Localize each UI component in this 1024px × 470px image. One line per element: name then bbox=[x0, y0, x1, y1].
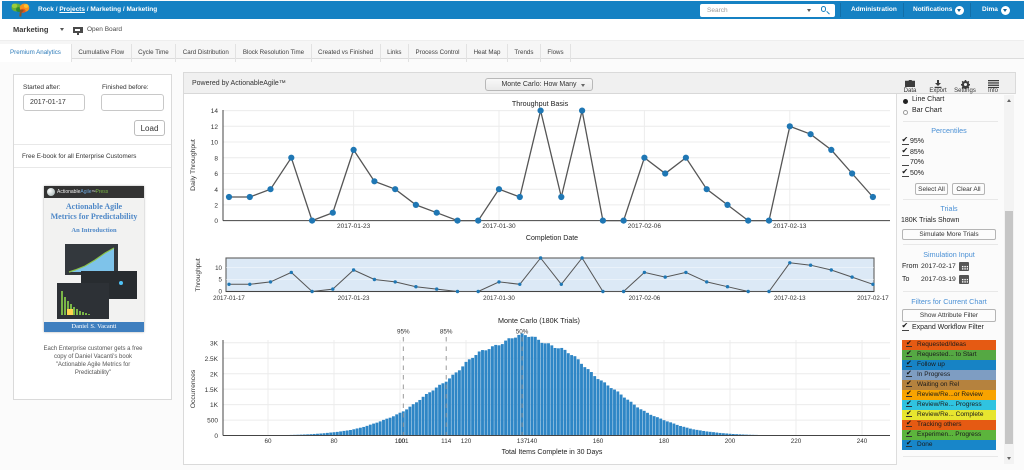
svg-text:220: 220 bbox=[791, 438, 802, 445]
svg-text:Throughput: Throughput bbox=[195, 258, 202, 291]
svg-text:Daily Throughput: Daily Throughput bbox=[190, 139, 197, 191]
svg-text:80: 80 bbox=[330, 438, 338, 445]
svg-text:240: 240 bbox=[857, 438, 868, 445]
svg-text:120: 120 bbox=[461, 438, 472, 445]
svg-text:500: 500 bbox=[207, 418, 218, 425]
svg-text:0: 0 bbox=[214, 433, 218, 440]
svg-text:4: 4 bbox=[214, 187, 218, 194]
svg-text:12: 12 bbox=[211, 124, 219, 131]
svg-text:160: 160 bbox=[593, 438, 604, 445]
svg-text:200: 200 bbox=[725, 438, 736, 445]
svg-text:2017-02-13: 2017-02-13 bbox=[773, 223, 807, 230]
svg-text:10: 10 bbox=[215, 265, 222, 272]
svg-text:2017-01-30: 2017-01-30 bbox=[482, 223, 516, 230]
svg-text:2.5K: 2.5K bbox=[205, 356, 219, 363]
svg-text:180: 180 bbox=[659, 438, 670, 445]
svg-text:2017-02-17: 2017-02-17 bbox=[857, 295, 889, 302]
svg-text:10: 10 bbox=[211, 140, 219, 147]
svg-text:Monte Carlo (180K Trials): Monte Carlo (180K Trials) bbox=[498, 316, 580, 325]
svg-text:Occurrences: Occurrences bbox=[190, 369, 197, 408]
svg-text:0: 0 bbox=[219, 289, 223, 296]
svg-text:2017-02-06: 2017-02-06 bbox=[628, 223, 662, 230]
svg-text:1K: 1K bbox=[210, 402, 219, 409]
svg-text:3K: 3K bbox=[210, 340, 219, 347]
svg-text:140: 140 bbox=[527, 438, 538, 445]
svg-text:Total Items Complete in 30 Day: Total Items Complete in 30 Days bbox=[502, 449, 603, 456]
svg-text:50%: 50% bbox=[516, 329, 529, 336]
svg-text:95%: 95% bbox=[397, 329, 410, 336]
svg-text:137: 137 bbox=[517, 438, 528, 445]
svg-text:2K: 2K bbox=[210, 371, 219, 378]
svg-text:2017-01-23: 2017-01-23 bbox=[337, 223, 371, 230]
svg-text:100: 100 bbox=[395, 438, 406, 445]
svg-text:85%: 85% bbox=[440, 329, 453, 336]
svg-text:8: 8 bbox=[214, 155, 218, 162]
svg-text:114: 114 bbox=[441, 438, 452, 445]
svg-text:Completion Date: Completion Date bbox=[526, 235, 578, 242]
svg-text:6: 6 bbox=[214, 171, 218, 178]
svg-text:2017-01-23: 2017-01-23 bbox=[338, 295, 370, 302]
svg-text:101: 101 bbox=[398, 438, 409, 445]
svg-text:60: 60 bbox=[264, 438, 272, 445]
svg-text:2017-01-30: 2017-01-30 bbox=[483, 295, 515, 302]
svg-text:14: 14 bbox=[211, 108, 219, 115]
svg-text:1.5K: 1.5K bbox=[205, 387, 219, 394]
svg-text:0: 0 bbox=[214, 218, 218, 225]
svg-text:Throughput Basis: Throughput Basis bbox=[512, 99, 569, 108]
svg-text:5: 5 bbox=[219, 277, 223, 284]
svg-text:2017-02-13: 2017-02-13 bbox=[774, 295, 806, 302]
svg-text:2017-01-17: 2017-01-17 bbox=[213, 295, 245, 302]
svg-text:2: 2 bbox=[214, 203, 218, 210]
svg-text:2017-02-06: 2017-02-06 bbox=[629, 295, 661, 302]
